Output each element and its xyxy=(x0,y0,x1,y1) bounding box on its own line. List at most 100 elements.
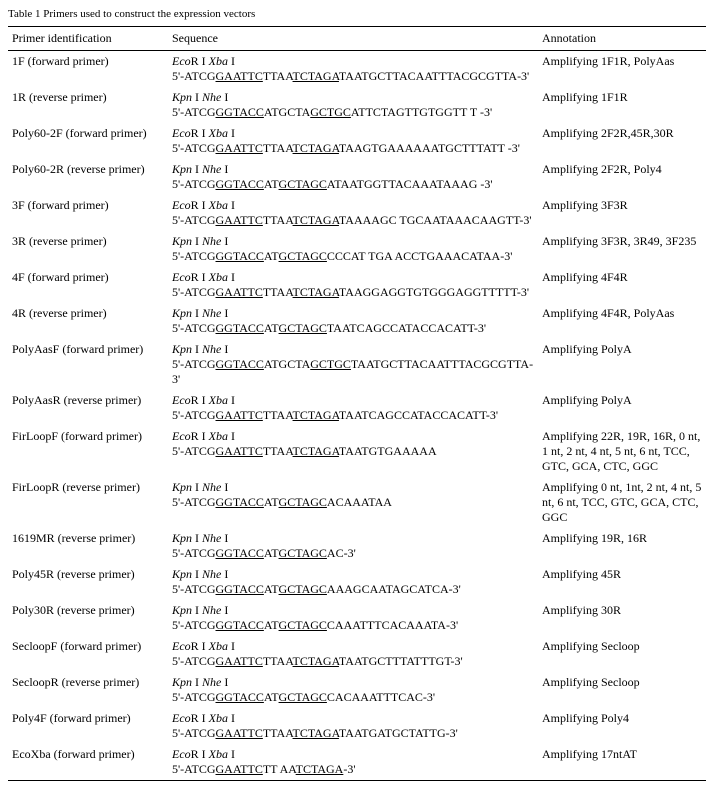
annotation-cell: Amplifying Secloop xyxy=(538,672,706,708)
enzyme-line: EcoR I Xba I xyxy=(172,393,534,408)
sequence-cell: Kpn I Nhe I5'-ATCGGGTACCATGCTAGCCAAATTTC… xyxy=(168,600,538,636)
sequence-cell: Kpn I Nhe I5'-ATCGGGTACCATGCTAGCATAATGGT… xyxy=(168,159,538,195)
primer-id: Poly4F (forward primer) xyxy=(8,708,168,744)
annotation-cell: Amplifying 19R, 16R xyxy=(538,528,706,564)
primer-id: 3F (forward primer) xyxy=(8,195,168,231)
annotation-cell: Amplifying 4F4R, PolyAas xyxy=(538,303,706,339)
sequence-cell: EcoR I Xba I5'-ATCGGAATTCTTAATCTAGATAATG… xyxy=(168,708,538,744)
enzyme-line: EcoR I Xba I xyxy=(172,270,534,285)
primer-id: FirLoopR (reverse primer) xyxy=(8,477,168,528)
enzyme-line: EcoR I Xba I xyxy=(172,126,534,141)
table-row: 4R (reverse primer)Kpn I Nhe I5'-ATCGGGT… xyxy=(8,303,706,339)
sequence-cell: EcoR I Xba I5'-ATCGGAATTCTTAATCTAGATAATC… xyxy=(168,390,538,426)
table-row: 1R (reverse primer)Kpn I Nhe I5'-ATCGGGT… xyxy=(8,87,706,123)
sequence-line: 5'-ATCGGAATTCTTAATCTAGATAAGTGAAAAAATGCTT… xyxy=(172,141,534,156)
enzyme-line: EcoR I Xba I xyxy=(172,198,534,213)
primer-id: 4R (reverse primer) xyxy=(8,303,168,339)
annotation-cell: Amplifying 17ntAT xyxy=(538,744,706,781)
table-row: Poly45R (reverse primer)Kpn I Nhe I5'-AT… xyxy=(8,564,706,600)
sequence-cell: Kpn I Nhe I5'-ATCGGGTACCATGCTAGCTGCTAATG… xyxy=(168,339,538,390)
sequence-cell: Kpn I Nhe I5'-ATCGGGTACCATGCTAGCCCCAT TG… xyxy=(168,231,538,267)
sequence-cell: EcoR I Xba I5'-ATCGGAATTCTTAATCTAGATAATG… xyxy=(168,51,538,88)
primer-id: Poly60-2R (reverse primer) xyxy=(8,159,168,195)
annotation-cell: Amplifying PolyA xyxy=(538,339,706,390)
sequence-line: 5'-ATCGGGTACCATGCTAGCCCCAT TGA ACCTGAAAC… xyxy=(172,249,534,264)
annotation-cell: Amplifying 2F2R, Poly4 xyxy=(538,159,706,195)
enzyme-line: EcoR I Xba I xyxy=(172,639,534,654)
sequence-cell: Kpn I Nhe I5'-ATCGGGTACCATGCTAGCCACAAATT… xyxy=(168,672,538,708)
enzyme-line: Kpn I Nhe I xyxy=(172,603,534,618)
enzyme-line: Kpn I Nhe I xyxy=(172,567,534,582)
enzyme-line: Kpn I Nhe I xyxy=(172,306,534,321)
annotation-cell: Amplifying 1F1R xyxy=(538,87,706,123)
enzyme-line: Kpn I Nhe I xyxy=(172,531,534,546)
annotation-cell: Amplifying 1F1R, PolyAas xyxy=(538,51,706,88)
primer-id: 3R (reverse primer) xyxy=(8,231,168,267)
enzyme-line: Kpn I Nhe I xyxy=(172,162,534,177)
enzyme-line: Kpn I Nhe I xyxy=(172,90,534,105)
sequence-cell: Kpn I Nhe I5'-ATCGGGTACCATGCTAGCTGCATTCT… xyxy=(168,87,538,123)
header-ann: Annotation xyxy=(538,27,706,51)
sequence-line: 5'-ATCGGGTACCATGCTAGCATAATGGTTACAAATAAAG… xyxy=(172,177,534,192)
sequence-cell: EcoR I Xba I5'-ATCGGAATTCTTAATCTAGATAATG… xyxy=(168,426,538,477)
table-row: 4F (forward primer)EcoR I Xba I5'-ATCGGA… xyxy=(8,267,706,303)
annotation-cell: Amplifying 2F2R,45R,30R xyxy=(538,123,706,159)
annotation-cell: Amplifying PolyA xyxy=(538,390,706,426)
enzyme-line: EcoR I Xba I xyxy=(172,54,534,69)
sequence-cell: Kpn I Nhe I5'-ATCGGGTACCATGCTAGCACAAATAA xyxy=(168,477,538,528)
table-row: FirLoopR (reverse primer)Kpn I Nhe I5'-A… xyxy=(8,477,706,528)
table-row: Poly60-2F (forward primer)EcoR I Xba I5'… xyxy=(8,123,706,159)
annotation-cell: Amplifying 4F4R xyxy=(538,267,706,303)
primer-id: EcoXba (forward primer) xyxy=(8,744,168,781)
sequence-line: 5'-ATCGGAATTCTTAATCTAGATAATGCTTTATTTGT-3… xyxy=(172,654,534,669)
primer-id: Poly30R (reverse primer) xyxy=(8,600,168,636)
enzyme-line: Kpn I Nhe I xyxy=(172,234,534,249)
sequence-line: 5'-ATCGGAATTCTTAATCTAGATAAAAGC TGCAATAAA… xyxy=(172,213,534,228)
annotation-cell: Amplifying 45R xyxy=(538,564,706,600)
table-row: PolyAasF (forward primer)Kpn I Nhe I5'-A… xyxy=(8,339,706,390)
sequence-line: 5'-ATCGGAATTCTTAATCTAGATAAGGAGGTGTGGGAGG… xyxy=(172,285,534,300)
sequence-line: 5'-ATCGGGTACCATGCTAGCTGCATTCTAGTTGTGGTT … xyxy=(172,105,534,120)
annotation-cell: Amplifying 0 nt, 1nt, 2 nt, 4 nt, 5 nt, … xyxy=(538,477,706,528)
sequence-cell: EcoR I Xba I5'-ATCGGAATTCTTAATCTAGATAAGT… xyxy=(168,123,538,159)
primer-id: PolyAasF (forward primer) xyxy=(8,339,168,390)
sequence-line: 5'-ATCGGGTACCATGCTAGCAC-3' xyxy=(172,546,534,561)
sequence-line: 5'-ATCGGAATTCTTAATCTAGATAATCAGCCATACCACA… xyxy=(172,408,534,423)
sequence-line: 5'-ATCGGGTACCATGCTAGCACAAATAA xyxy=(172,495,534,510)
sequence-cell: EcoR I Xba I5'-ATCGGAATTCTT AATCTAGA-3' xyxy=(168,744,538,781)
enzyme-line: Kpn I Nhe I xyxy=(172,480,534,495)
primer-id: FirLoopF (forward primer) xyxy=(8,426,168,477)
primer-id: SecloopR (reverse primer) xyxy=(8,672,168,708)
table-row: PolyAasR (reverse primer)EcoR I Xba I5'-… xyxy=(8,390,706,426)
sequence-cell: EcoR I Xba I5'-ATCGGAATTCTTAATCTAGATAAGG… xyxy=(168,267,538,303)
enzyme-line: Kpn I Nhe I xyxy=(172,675,534,690)
primer-id: PolyAasR (reverse primer) xyxy=(8,390,168,426)
sequence-cell: EcoR I Xba I5'-ATCGGAATTCTTAATCTAGATAAAA… xyxy=(168,195,538,231)
table-row: Poly30R (reverse primer)Kpn I Nhe I5'-AT… xyxy=(8,600,706,636)
header-row: Primer identification Sequence Annotatio… xyxy=(8,27,706,51)
annotation-cell: Amplifying Secloop xyxy=(538,636,706,672)
annotation-cell: Amplifying Poly4 xyxy=(538,708,706,744)
primer-id: 1R (reverse primer) xyxy=(8,87,168,123)
sequence-cell: Kpn I Nhe I5'-ATCGGGTACCATGCTAGCAC-3' xyxy=(168,528,538,564)
table-row: 1619MR (reverse primer)Kpn I Nhe I5'-ATC… xyxy=(8,528,706,564)
sequence-line: 5'-ATCGGGTACCATGCTAGCTGCTAATGCTTACAATTTA… xyxy=(172,357,534,387)
sequence-cell: Kpn I Nhe I5'-ATCGGGTACCATGCTAGCAAAGCAAT… xyxy=(168,564,538,600)
primer-id: Poly45R (reverse primer) xyxy=(8,564,168,600)
header-id: Primer identification xyxy=(8,27,168,51)
sequence-cell: EcoR I Xba I5'-ATCGGAATTCTTAATCTAGATAATG… xyxy=(168,636,538,672)
enzyme-line: EcoR I Xba I xyxy=(172,747,534,762)
sequence-line: 5'-ATCGGAATTCTT AATCTAGA-3' xyxy=(172,762,534,777)
annotation-cell: Amplifying 3F3R xyxy=(538,195,706,231)
table-caption: Table 1 Primers used to construct the ex… xyxy=(8,8,706,20)
table-row: 3F (forward primer)EcoR I Xba I5'-ATCGGA… xyxy=(8,195,706,231)
primer-id: SecloopF (forward primer) xyxy=(8,636,168,672)
table-row: SecloopF (forward primer)EcoR I Xba I5'-… xyxy=(8,636,706,672)
table-row: Poly4F (forward primer)EcoR I Xba I5'-AT… xyxy=(8,708,706,744)
table-row: Poly60-2R (reverse primer)Kpn I Nhe I5'-… xyxy=(8,159,706,195)
sequence-line: 5'-ATCGGAATTCTTAATCTAGATAATGATGCTATTG-3' xyxy=(172,726,534,741)
primer-table: Primer identification Sequence Annotatio… xyxy=(8,26,706,781)
annotation-cell: Amplifying 22R, 19R, 16R, 0 nt, 1 nt, 2 … xyxy=(538,426,706,477)
table-row: EcoXba (forward primer)EcoR I Xba I5'-AT… xyxy=(8,744,706,781)
table-row: 3R (reverse primer)Kpn I Nhe I5'-ATCGGGT… xyxy=(8,231,706,267)
